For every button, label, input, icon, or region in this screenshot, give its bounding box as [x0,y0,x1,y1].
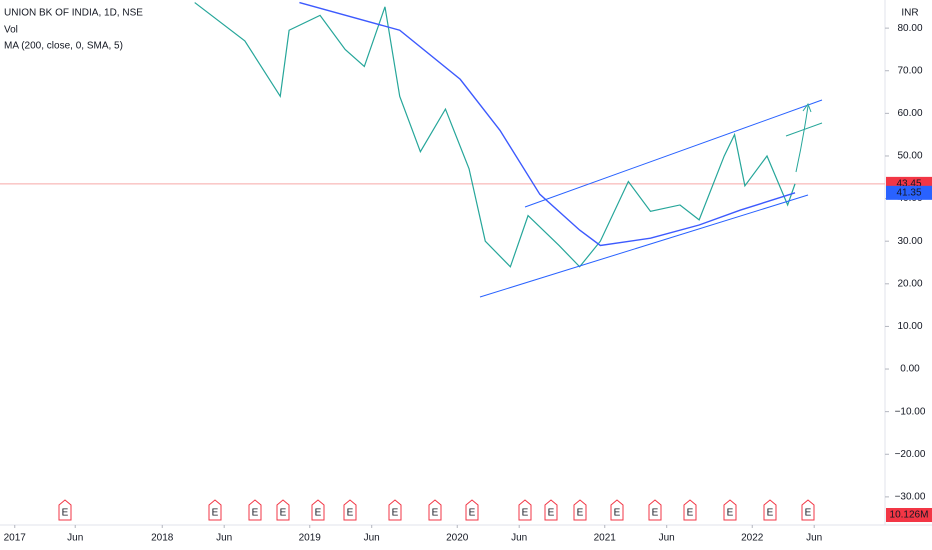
earnings-badge [573,499,587,521]
series-line [299,1,796,247]
earnings-letter: E [62,508,69,519]
arrow [795,105,809,173]
volume-label: 10.126M [890,510,929,521]
earnings-letter: E [577,508,584,519]
y-tick-label: 60.00 [897,108,922,119]
earnings-letter: E [727,508,734,519]
earnings-letter: E [614,508,621,519]
series-line [194,2,796,268]
earnings-letter: E [252,508,259,519]
earnings-letter: E [212,508,219,519]
x-tick-label: 2022 [741,533,764,544]
arrow-head [802,102,812,113]
earnings-letter: E [767,508,774,519]
earnings-letter: E [280,508,287,519]
title: UNION BK OF INDIA, 1D, NSE [4,8,143,19]
x-tick-label: 2018 [151,533,174,544]
earnings-badge [311,499,325,521]
y-tick-label: 80.00 [897,23,922,34]
earnings-badge [518,499,532,521]
earnings-letter: E [315,508,322,519]
earnings-badge [428,499,442,521]
y-tick-label: 50.00 [897,151,922,162]
earnings-letter: E [652,508,659,519]
x-tick-label: 2017 [4,533,27,544]
earnings-badge [248,499,262,521]
earnings-letter: E [805,508,812,519]
y-tick-label: 0.00 [900,364,920,375]
x-tick-label: 2019 [299,533,322,544]
y-tick-label: 70.00 [897,65,922,76]
earnings-badge [610,499,624,521]
indicator: Vol [4,25,18,36]
x-tick-label: Jun [511,533,527,544]
earnings-letter: E [392,508,399,519]
currency: INR [901,8,918,19]
x-tick-label: 2020 [446,533,469,544]
x-tick-label: Jun [659,533,675,544]
earnings-badge [465,499,479,521]
plot [0,1,885,268]
ma-label-box [886,185,932,200]
earnings-badge [801,499,815,521]
earnings-letter: E [469,508,476,519]
earnings-badge [208,499,222,521]
earnings-badge [763,499,777,521]
indicator: MA (200, close, 0, SMA, 5) [4,41,123,52]
x-tick-label: 2021 [594,533,617,544]
x-tick-label: Jun [216,533,232,544]
x-tick-label: Jun [806,533,822,544]
earnings-letter: E [347,508,354,519]
earnings-letter: E [522,508,529,519]
y-tick-label: 20.00 [897,278,922,289]
y-tick-label: 10.00 [897,321,922,332]
x-tick-label: Jun [364,533,380,544]
channel-upper [524,99,823,208]
earnings-badge [276,499,290,521]
channel-lower [479,194,809,298]
last-price-label: 43.45 [896,179,921,190]
earnings-letter: E [548,508,555,519]
earnings-badge [388,499,402,521]
y-tick-label: 30.00 [897,236,922,247]
y-tick-label: −30.00 [895,492,926,503]
earnings-letter: E [687,508,694,519]
earnings-badge [723,499,737,521]
x-tick-label: Jun [67,533,83,544]
earnings-badge [683,499,697,521]
y-tick-label: −20.00 [895,449,926,460]
earnings-badge [58,499,72,521]
ma-label: 41.35 [896,187,921,198]
earnings-badge [544,499,558,521]
earnings-badge [648,499,662,521]
earnings-badge [343,499,357,521]
y-tick-label: −10.00 [895,406,926,417]
volume-label-box [886,508,932,522]
earnings-letter: E [432,508,439,519]
